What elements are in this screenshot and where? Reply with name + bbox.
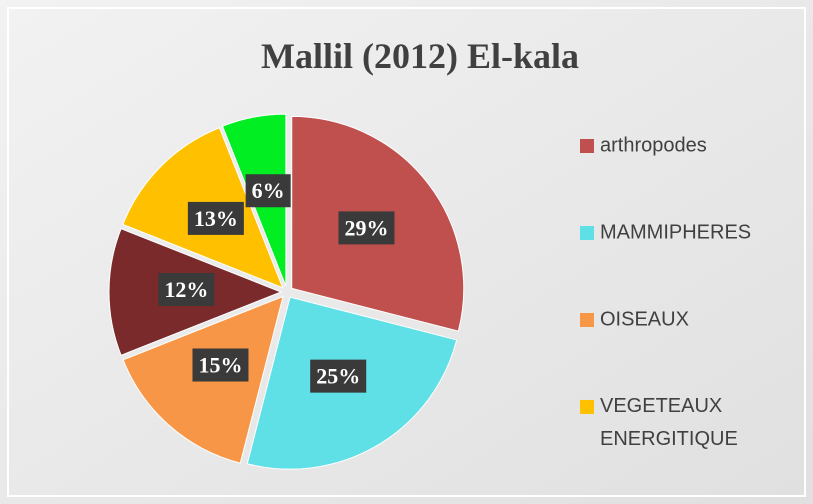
legend-label: MAMMIPHERES bbox=[600, 221, 751, 243]
value-label: 29% bbox=[344, 215, 388, 240]
value-label-box bbox=[158, 273, 215, 307]
frame bbox=[7, 7, 806, 497]
value-label-box bbox=[192, 348, 249, 382]
legend-line: VEGETEAUX bbox=[600, 395, 722, 417]
legend-swatch bbox=[580, 313, 594, 327]
value-labels: 29% 25% 15% 12% 13% 6% bbox=[158, 174, 395, 393]
legend-swatch bbox=[580, 139, 594, 153]
value-label: 15% bbox=[198, 353, 242, 378]
value-label-box bbox=[187, 201, 244, 235]
legend-line: ENERGITIQUE bbox=[600, 428, 738, 450]
value-label: 25% bbox=[316, 364, 360, 389]
value-label: 6% bbox=[252, 178, 285, 203]
value-label-box bbox=[245, 174, 291, 208]
legend-label: OISEAUX bbox=[600, 308, 689, 330]
legend: arthropodes MAMMIPHERES OISEAUX VEGETEAUX EN… bbox=[580, 134, 751, 450]
legend-label: VEGETEAUX ENERGITIQUE bbox=[600, 395, 738, 450]
value-label: 13% bbox=[194, 206, 238, 231]
legend-label: arthropodes bbox=[600, 134, 707, 156]
value-label-box bbox=[338, 211, 395, 245]
value-label: 12% bbox=[164, 277, 208, 302]
legend-swatch bbox=[580, 226, 594, 240]
chart-title: Mallil (2012) El-kala bbox=[261, 36, 579, 76]
value-label-box bbox=[310, 359, 367, 393]
legend-swatch bbox=[580, 400, 594, 414]
